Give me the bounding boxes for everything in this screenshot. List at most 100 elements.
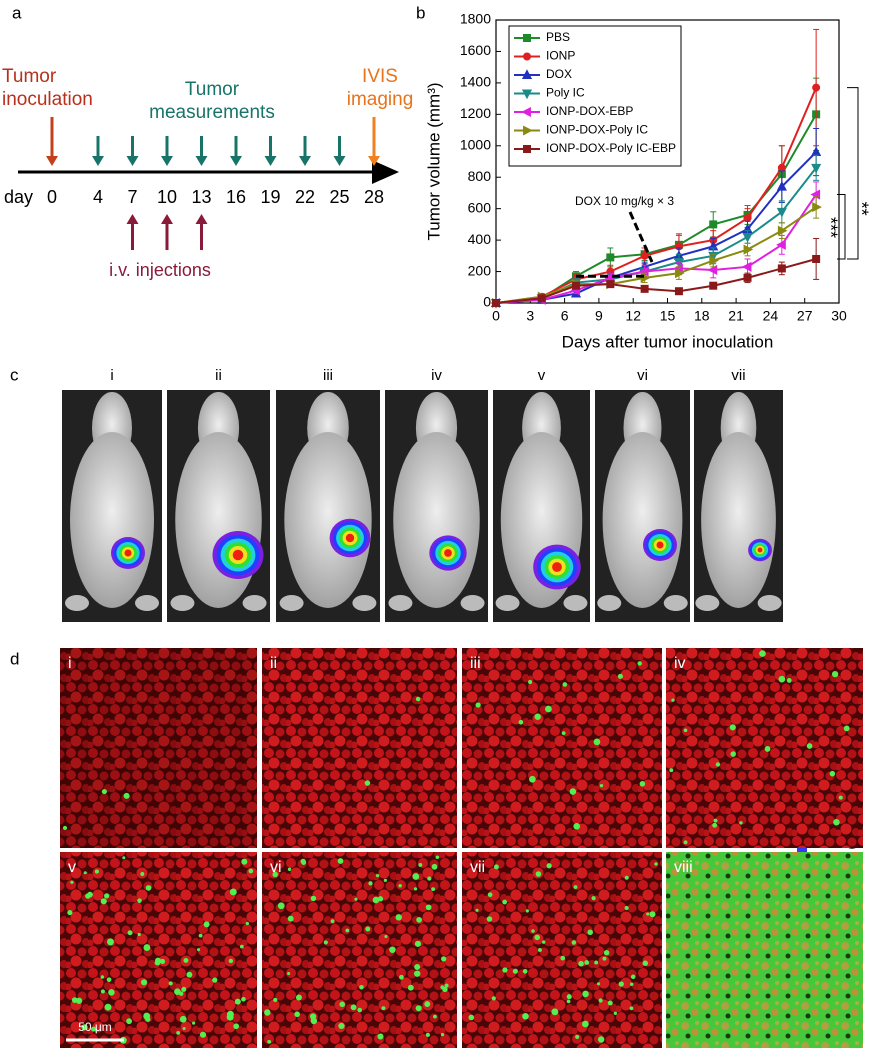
image-label: iii — [323, 367, 333, 384]
green-signal — [83, 871, 87, 875]
green-signal — [444, 983, 449, 988]
micrograph — [462, 648, 662, 848]
green-signal — [267, 1039, 272, 1044]
green-signal — [522, 968, 528, 974]
green-signal — [715, 762, 721, 767]
green-signal — [534, 934, 540, 941]
green-signal — [192, 1021, 196, 1025]
green-signal — [569, 788, 577, 795]
green-signal — [602, 956, 607, 961]
mouse-body — [393, 432, 480, 608]
green-signal — [264, 1009, 271, 1016]
green-signal — [683, 840, 688, 845]
marker — [777, 163, 786, 172]
green-signal — [529, 775, 536, 783]
green-signal — [176, 1031, 181, 1035]
green-signal — [241, 996, 246, 1002]
green-signal — [630, 974, 636, 980]
mouse-leg — [460, 595, 485, 611]
green-signal — [535, 871, 542, 877]
green-signal — [384, 934, 388, 939]
arrow-head — [264, 156, 277, 166]
green-signal — [143, 944, 151, 952]
green-signal — [310, 895, 317, 902]
green-signal — [345, 928, 350, 933]
green-signal — [551, 1008, 559, 1016]
green-signal — [127, 930, 133, 936]
arrow-head — [126, 214, 139, 224]
green-signal — [545, 705, 552, 713]
green-signal — [137, 898, 142, 903]
green-signal — [145, 1016, 151, 1022]
green-signal — [106, 977, 112, 983]
green-signal — [739, 821, 743, 825]
x-tick-label: 0 — [492, 308, 500, 324]
image-label: vi — [637, 367, 648, 384]
signal — [444, 549, 452, 557]
micrograph — [666, 852, 863, 1048]
green-signal — [212, 977, 218, 983]
marker — [741, 261, 752, 272]
series-line — [495, 151, 817, 304]
green-signal — [639, 781, 646, 787]
green-signal — [395, 914, 402, 921]
green-signal — [613, 1011, 618, 1015]
green-signal — [560, 955, 566, 961]
signal — [345, 533, 355, 543]
green-signal — [287, 915, 294, 922]
y-tick-label: 1800 — [460, 11, 491, 27]
green-signal — [764, 746, 771, 752]
timeline-label: Tumor — [2, 66, 57, 87]
mouse-body — [284, 432, 372, 608]
green-signal — [123, 792, 130, 799]
green-signal — [584, 960, 590, 965]
green-signal — [475, 908, 479, 912]
arrow-head — [195, 156, 208, 166]
green-signal — [365, 926, 371, 932]
green-signal — [383, 878, 387, 882]
green-signal — [100, 898, 107, 905]
signal — [757, 547, 763, 553]
legend: PBS IONP DOX Poly IC IONP-DOX-EBP IONP-DOX-Po… — [508, 25, 682, 167]
green-signal — [104, 1003, 112, 1011]
green-signal — [561, 731, 566, 735]
mouse-leg — [757, 595, 782, 611]
green-signal — [618, 981, 624, 987]
y-axis-title: Tumor volume (mm³) — [424, 82, 443, 240]
y-tick-label: 1200 — [460, 105, 491, 121]
marker — [640, 284, 649, 293]
green-signal — [414, 964, 421, 971]
green-signal — [198, 933, 203, 938]
x-tick-label: 30 — [831, 308, 847, 324]
image-label: iv — [431, 367, 442, 384]
green-signal — [487, 892, 493, 898]
image-label: ii — [270, 655, 277, 672]
green-signal — [414, 940, 422, 947]
image-label: v — [68, 859, 76, 876]
day-label: 10 — [157, 187, 177, 207]
y-tick-label: 1400 — [460, 74, 491, 90]
green-signal — [287, 972, 291, 976]
y-tick-label: 200 — [468, 262, 492, 278]
green-signal — [562, 682, 568, 687]
green-signal — [646, 912, 650, 916]
green-signal — [228, 958, 234, 964]
arrow-head — [333, 156, 346, 166]
marker — [638, 266, 649, 277]
legend-label: IONP-DOX-EBP — [546, 104, 633, 118]
green-signal — [181, 986, 187, 992]
green-signal — [174, 988, 181, 995]
green-signal — [654, 862, 658, 866]
green-signal — [587, 929, 593, 935]
mouse-body — [701, 432, 776, 608]
green-signal — [229, 888, 237, 896]
panel-letter: d — [10, 649, 19, 668]
green-signal — [412, 873, 420, 880]
green-signal — [398, 884, 402, 888]
green-signal — [90, 1026, 97, 1032]
green-signal — [364, 780, 371, 786]
green-signal — [248, 868, 254, 874]
green-signal — [537, 947, 542, 952]
image-label: iv — [674, 655, 686, 672]
green-signal — [566, 999, 571, 1004]
